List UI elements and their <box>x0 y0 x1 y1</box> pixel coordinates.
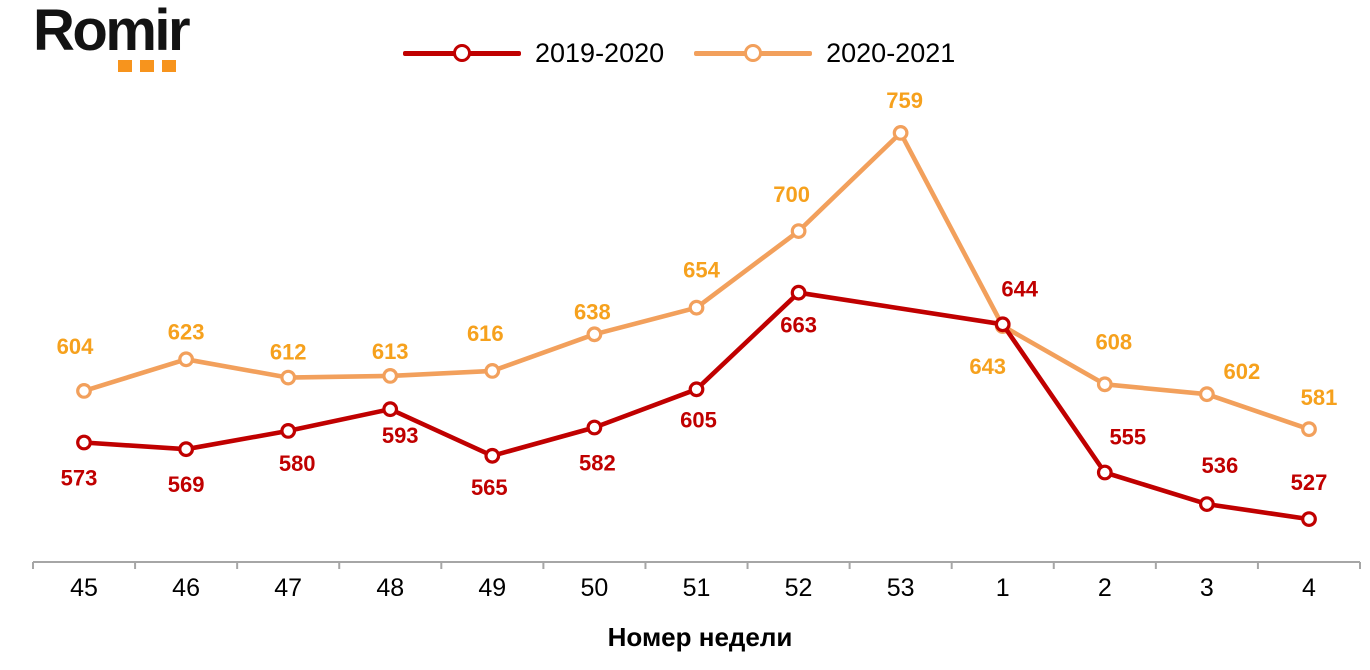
series-line <box>81 290 1312 522</box>
data-point-marker <box>178 351 195 368</box>
data-label: 612 <box>270 340 307 365</box>
romir-logo-text: Romir <box>33 0 191 63</box>
data-point-marker <box>688 299 705 316</box>
data-label: 602 <box>1224 359 1261 384</box>
data-label: 623 <box>168 319 205 344</box>
data-label: 565 <box>471 475 508 500</box>
data-point-marker <box>688 381 705 398</box>
data-label: 700 <box>773 182 810 207</box>
logo-dot-icon <box>118 60 132 72</box>
data-label: 644 <box>1001 276 1038 301</box>
data-point-marker <box>1096 376 1113 393</box>
data-point-marker <box>1301 421 1317 438</box>
legend-label: 2019-2020 <box>535 37 665 68</box>
x-tick-label: 50 <box>580 574 608 602</box>
romir-logo-dots <box>118 60 176 72</box>
data-label: 616 <box>467 321 504 346</box>
data-point-marker <box>1198 386 1215 403</box>
data-point-marker <box>178 441 195 458</box>
legend-label: 2020-2021 <box>826 37 956 68</box>
romir-logo: Romir <box>33 2 263 82</box>
data-label: 581 <box>1301 385 1338 410</box>
x-tick-label: 52 <box>785 574 813 602</box>
data-point-marker <box>280 423 297 439</box>
data-point-marker <box>1301 511 1317 527</box>
legend-line-sample <box>694 44 813 62</box>
open-circle-marker-icon <box>453 44 471 62</box>
x-tick-label: 2 <box>1098 574 1112 602</box>
x-tick-label: 51 <box>683 574 711 602</box>
data-label: 580 <box>279 451 316 476</box>
data-label: 569 <box>168 472 205 497</box>
logo-dot-icon <box>140 60 154 72</box>
data-label: 605 <box>680 407 717 432</box>
x-tick-label: 47 <box>274 574 302 602</box>
legend-item-2020-2021: 2020-2021 <box>694 38 955 69</box>
data-label: 643 <box>969 354 1006 379</box>
x-tick-label: 3 <box>1200 574 1214 602</box>
x-axis-title: Номер недели <box>608 622 793 652</box>
data-point-marker <box>382 401 399 418</box>
x-tick-label: 4 <box>1302 574 1316 602</box>
x-axis: 45 46 47 48 49 50 51 52 53 1 2 3 4 <box>32 561 1361 602</box>
data-point-marker <box>1198 496 1215 513</box>
data-point-marker <box>484 363 501 379</box>
data-point-marker <box>76 383 92 399</box>
data-label: 573 <box>61 466 98 491</box>
data-label: 604 <box>57 334 94 359</box>
x-tick-label: 53 <box>887 574 915 602</box>
legend-line-sample <box>403 44 521 62</box>
x-tick-label: 45 <box>70 574 98 602</box>
data-label: 613 <box>372 339 409 364</box>
legend-item-2019-2020: 2019-2020 <box>403 38 664 69</box>
x-tick-label: 48 <box>376 574 404 602</box>
data-point-marker <box>586 326 603 343</box>
x-tick-label: 49 <box>478 574 506 602</box>
logo-dot-icon <box>162 60 176 72</box>
data-label: 555 <box>1109 425 1146 450</box>
data-point-marker <box>76 434 92 451</box>
data-point-marker <box>790 284 807 301</box>
data-label: 654 <box>683 258 720 283</box>
data-label: 663 <box>780 313 817 338</box>
chart-legend: 2019-2020 2020-2021 <box>403 37 955 69</box>
data-point-marker <box>994 316 1011 333</box>
series-2020-2021: 604 623 612 613 616 638 654 700 759 643 608 602 581 <box>57 88 1338 438</box>
x-tick-label: 46 <box>172 574 200 602</box>
data-point-marker <box>586 419 603 436</box>
open-circle-marker-icon <box>744 44 763 62</box>
data-label: 638 <box>574 299 611 324</box>
data-label: 608 <box>1095 329 1132 354</box>
series-2019-2020: 573 569 580 593 565 582 605 663 644 555 536 527 <box>61 276 1328 527</box>
data-point-marker <box>790 223 807 240</box>
data-label: 527 <box>1291 470 1328 495</box>
data-point-marker <box>280 369 297 386</box>
data-label: 582 <box>579 451 616 476</box>
data-point-marker <box>484 447 501 464</box>
data-point-marker <box>382 368 399 384</box>
data-label: 593 <box>382 423 419 448</box>
data-label: 759 <box>886 88 923 113</box>
data-label: 536 <box>1202 453 1239 478</box>
data-point-marker <box>892 124 909 141</box>
data-point-marker <box>1096 464 1113 481</box>
x-tick-label: 1 <box>996 574 1010 602</box>
